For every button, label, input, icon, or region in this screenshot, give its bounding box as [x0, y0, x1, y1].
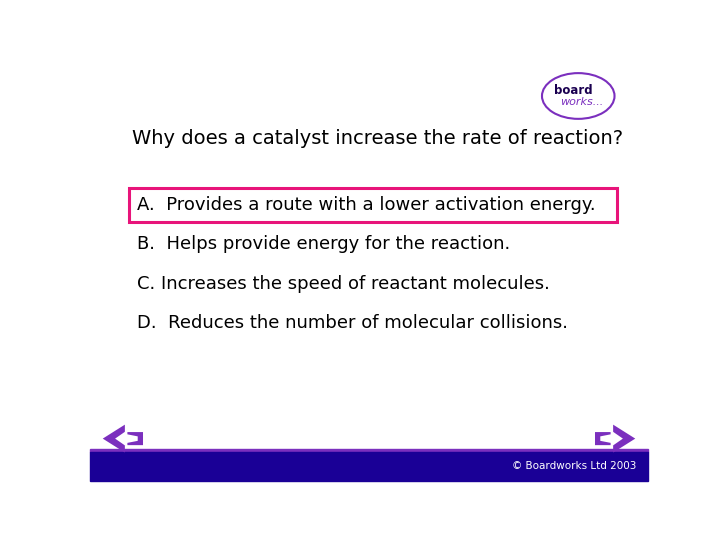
- Bar: [129, 188, 617, 222]
- Text: A.  Provides a route with a lower activation energy.: A. Provides a route with a lower activat…: [138, 196, 596, 214]
- Text: works...: works...: [560, 97, 603, 107]
- Text: D.  Reduces the number of molecular collisions.: D. Reduces the number of molecular colli…: [138, 314, 568, 332]
- Text: © Boardworks Ltd 2003: © Boardworks Ltd 2003: [513, 462, 637, 471]
- Polygon shape: [115, 430, 138, 447]
- Ellipse shape: [542, 73, 615, 119]
- Polygon shape: [596, 427, 633, 450]
- Bar: [90, 453, 648, 481]
- Text: C. Increases the speed of reactant molecules.: C. Increases the speed of reactant molec…: [138, 275, 550, 293]
- Text: B.  Helps provide energy for the reaction.: B. Helps provide energy for the reaction…: [138, 235, 510, 253]
- Polygon shape: [105, 427, 142, 450]
- Bar: [90, 449, 648, 453]
- Text: board: board: [554, 84, 593, 98]
- Polygon shape: [600, 430, 623, 447]
- Text: Why does a catalyst increase the rate of reaction?: Why does a catalyst increase the rate of…: [132, 129, 623, 149]
